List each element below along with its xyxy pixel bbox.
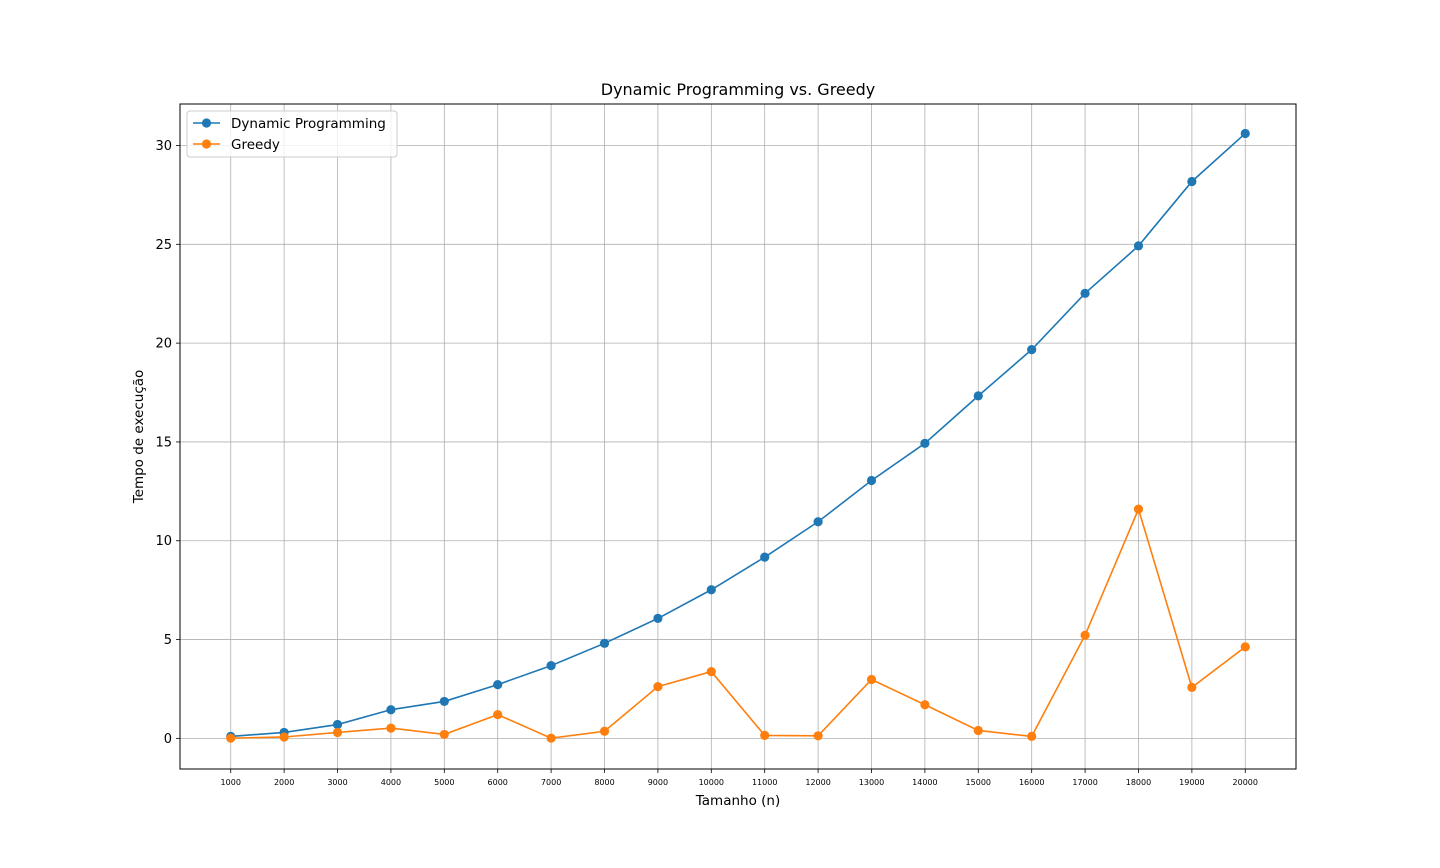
y-tick-label: 10 xyxy=(155,534,172,549)
data-point xyxy=(1187,176,1197,187)
y-tick-label: 20 xyxy=(155,337,172,352)
y-axis-label: Tempo de execução xyxy=(131,370,147,505)
legend-box xyxy=(186,110,398,158)
x-tick-label: 6000 xyxy=(488,778,508,787)
data-point xyxy=(866,475,877,486)
y-tick-label: 5 xyxy=(164,633,172,648)
data-point xyxy=(1027,345,1037,355)
data-point xyxy=(546,661,556,671)
series-dynamic-programming xyxy=(226,128,1250,741)
data-point xyxy=(279,732,289,742)
data-point xyxy=(1187,682,1197,692)
y-tick-label: 25 xyxy=(155,238,172,253)
x-tick-label: 4000 xyxy=(381,778,401,787)
grid xyxy=(180,104,1296,769)
data-point xyxy=(332,719,343,730)
x-tick-label: 9000 xyxy=(648,778,668,787)
data-point xyxy=(973,391,983,401)
plot-frame xyxy=(179,103,1297,770)
data-point xyxy=(332,727,343,738)
x-tick-label: 11000 xyxy=(752,778,777,787)
data-point xyxy=(439,729,449,740)
x-tick-label: 10000 xyxy=(699,778,724,787)
x-tick-label: 19000 xyxy=(1179,778,1204,787)
legend-label: Dynamic Programming xyxy=(231,116,386,132)
ticks: 1000 2000 3000 4000 5000 6000 7000 8000 9000 1000… xyxy=(155,139,1258,787)
data-point xyxy=(1080,630,1090,640)
x-tick-label: 18000 xyxy=(1126,778,1151,787)
x-tick-label: 17000 xyxy=(1072,778,1097,787)
data-point xyxy=(493,680,503,690)
data-point xyxy=(706,666,716,677)
y-tick-label: 0 xyxy=(164,732,172,747)
data-point xyxy=(1133,504,1144,514)
x-tick-label: 2000 xyxy=(274,778,294,787)
data-point xyxy=(813,517,823,527)
data-point xyxy=(439,696,449,707)
data-point xyxy=(760,730,770,741)
series-layer xyxy=(226,128,1250,743)
x-axis-label: Tamanho (n) xyxy=(695,793,780,809)
data-point xyxy=(920,438,930,448)
y-tick-label: 30 xyxy=(155,139,172,154)
data-point xyxy=(386,723,396,733)
data-point xyxy=(920,700,930,710)
data-point xyxy=(599,726,610,736)
x-tick-label: 20000 xyxy=(1233,778,1258,787)
series-line xyxy=(230,506,1246,739)
chart-title: Dynamic Programming vs. Greedy xyxy=(601,80,875,99)
x-tick-label: 13000 xyxy=(859,778,884,787)
data-point xyxy=(386,705,396,715)
data-point xyxy=(546,733,556,743)
x-tick-label: 14000 xyxy=(912,778,937,787)
data-point xyxy=(653,613,663,624)
y-tick-label: 15 xyxy=(155,435,172,450)
data-point xyxy=(226,733,236,743)
x-tick-label: 3000 xyxy=(327,778,347,787)
x-tick-label: 5000 xyxy=(434,778,454,787)
data-point xyxy=(760,552,770,562)
x-tick-label: 7000 xyxy=(541,778,561,787)
data-point xyxy=(493,710,503,720)
data-point xyxy=(599,638,610,648)
x-tick-label: 15000 xyxy=(966,778,991,787)
legend-label: Greedy xyxy=(231,137,280,153)
data-point xyxy=(866,674,877,685)
x-tick-label: 16000 xyxy=(1019,778,1044,787)
data-point xyxy=(1133,241,1144,251)
legend: Dynamic Programming Greedy xyxy=(186,110,398,158)
series-line xyxy=(230,132,1246,738)
x-tick-label: 1000 xyxy=(221,778,241,787)
legend-marker xyxy=(201,139,212,149)
data-point xyxy=(1027,731,1037,741)
data-point xyxy=(813,731,823,741)
data-point xyxy=(1240,128,1250,139)
data-point xyxy=(706,585,716,595)
data-point xyxy=(1240,642,1250,652)
series-greedy xyxy=(226,504,1250,743)
data-point xyxy=(653,681,663,692)
data-point xyxy=(1080,288,1090,298)
x-tick-label: 12000 xyxy=(805,778,830,787)
data-point xyxy=(973,725,983,736)
x-tick-label: 8000 xyxy=(594,778,614,787)
legend-marker xyxy=(201,118,212,128)
